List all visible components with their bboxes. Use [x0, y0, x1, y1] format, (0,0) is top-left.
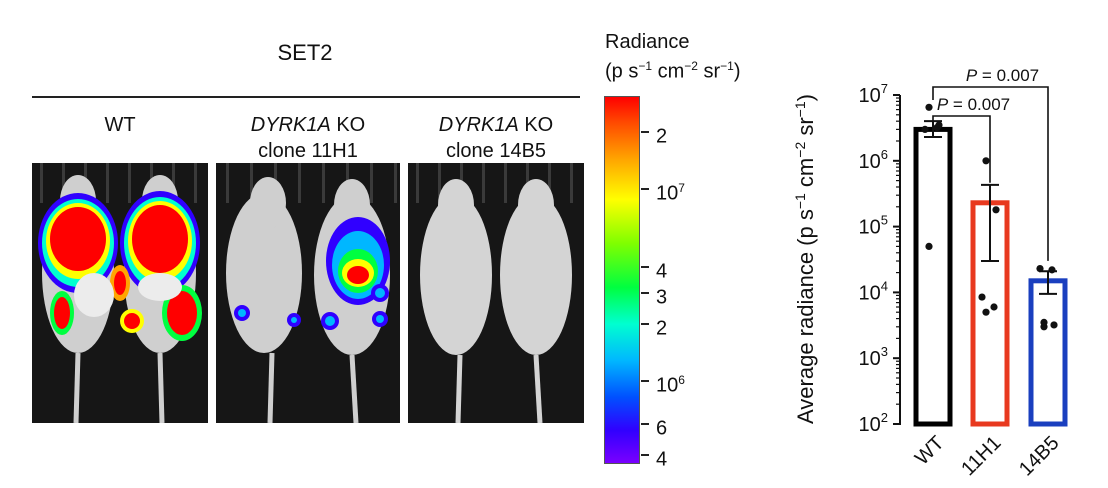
- data-point: [1040, 318, 1048, 327]
- significance-bracket-wt-14b5: [932, 86, 1049, 261]
- colorbar-label: 2: [656, 125, 668, 148]
- group-label-text: WT: [104, 114, 136, 136]
- bar-14b5: [1028, 278, 1068, 427]
- colorbar-title-line2: (p s−1 cm−2 sr−1): [605, 59, 741, 83]
- data-point: [992, 206, 1000, 214]
- colorbar-label: 2: [656, 317, 668, 340]
- x-tick-label: 14B5: [1015, 432, 1064, 481]
- colorbar-tick: [641, 323, 649, 325]
- p-value-label: P = 0.007: [966, 66, 1039, 85]
- y-tick-label: 102: [859, 410, 888, 436]
- significance-bracket-wt-11h1: [932, 115, 991, 183]
- data-point: [925, 242, 933, 251]
- group-label-text: KO: [518, 114, 554, 136]
- signal-overlay-wt: [38, 191, 202, 341]
- y-axis-label: Average radiance (p s−1 cm−2 sr−1): [792, 94, 818, 424]
- colorbar-tick: [641, 454, 649, 456]
- signal-overlay-11h1: [234, 217, 390, 330]
- y-tick-label: 103: [859, 344, 888, 370]
- mouse-silhouette: [420, 179, 572, 355]
- image-panel-wt: [32, 163, 208, 423]
- colorbar-label: 4: [656, 448, 668, 471]
- colorbar-label: 6: [656, 417, 668, 440]
- group-label-wt: WT: [32, 112, 208, 138]
- colorbar-tick: [641, 380, 649, 382]
- bar-wt: [913, 126, 953, 427]
- p-value-label: P = 0.007: [937, 95, 1010, 114]
- colorbar-label: 3: [656, 286, 668, 309]
- colorbar-label: 4: [656, 260, 668, 283]
- data-point: [978, 293, 986, 301]
- y-tick-label: 106: [859, 147, 888, 173]
- group-label-11h1: DYRK1A KO clone 11H1: [216, 112, 400, 164]
- image-panel-11h1: [216, 163, 400, 423]
- colorbar-title: Radiance (p s−1 cm−2 sr−1): [605, 30, 741, 84]
- y-tick-label: 104: [859, 278, 888, 304]
- image-panel-14b5: [408, 163, 584, 423]
- group-label-line2: clone 14B5: [445, 140, 547, 162]
- y-tick-label: 105: [859, 213, 888, 239]
- set-title: SET2: [277, 40, 333, 65]
- data-point: [982, 308, 990, 316]
- group-label-italic: DYRK1A: [250, 114, 331, 136]
- data-point: [1036, 264, 1044, 273]
- colorbar-tick: [641, 131, 649, 133]
- colorbar-label: 107: [656, 181, 685, 205]
- data-point: [925, 103, 933, 111]
- group-label-14b5: DYRK1A KO clone 14B5: [408, 112, 584, 164]
- group-label-italic: DYRK1A: [438, 114, 519, 136]
- x-tick-label: WT: [911, 432, 949, 470]
- colorbar-gradient: [604, 96, 640, 464]
- data-point: [990, 303, 998, 311]
- y-tick-label: 107: [859, 81, 888, 107]
- data-point: [1048, 266, 1056, 274]
- colorbar-tick: [641, 266, 649, 268]
- data-point: [1050, 321, 1058, 329]
- colorbar-label: 106: [656, 373, 685, 397]
- bar-chart: 102 103 104 105 106 107 Average radiance (p s−…: [792, 66, 1068, 481]
- group-label-text: KO: [330, 114, 366, 136]
- set-divider: [32, 96, 580, 98]
- data-point: [933, 123, 941, 132]
- data-point: [982, 157, 990, 165]
- group-label-line2: clone 11H1: [258, 140, 358, 162]
- colorbar-title-line1: Radiance: [605, 31, 690, 53]
- data-point: [921, 125, 929, 134]
- colorbar-tick: [641, 188, 649, 190]
- x-tick-label: 11H1: [957, 432, 1005, 480]
- colorbar-tick: [641, 423, 649, 425]
- colorbar-tick: [641, 292, 649, 294]
